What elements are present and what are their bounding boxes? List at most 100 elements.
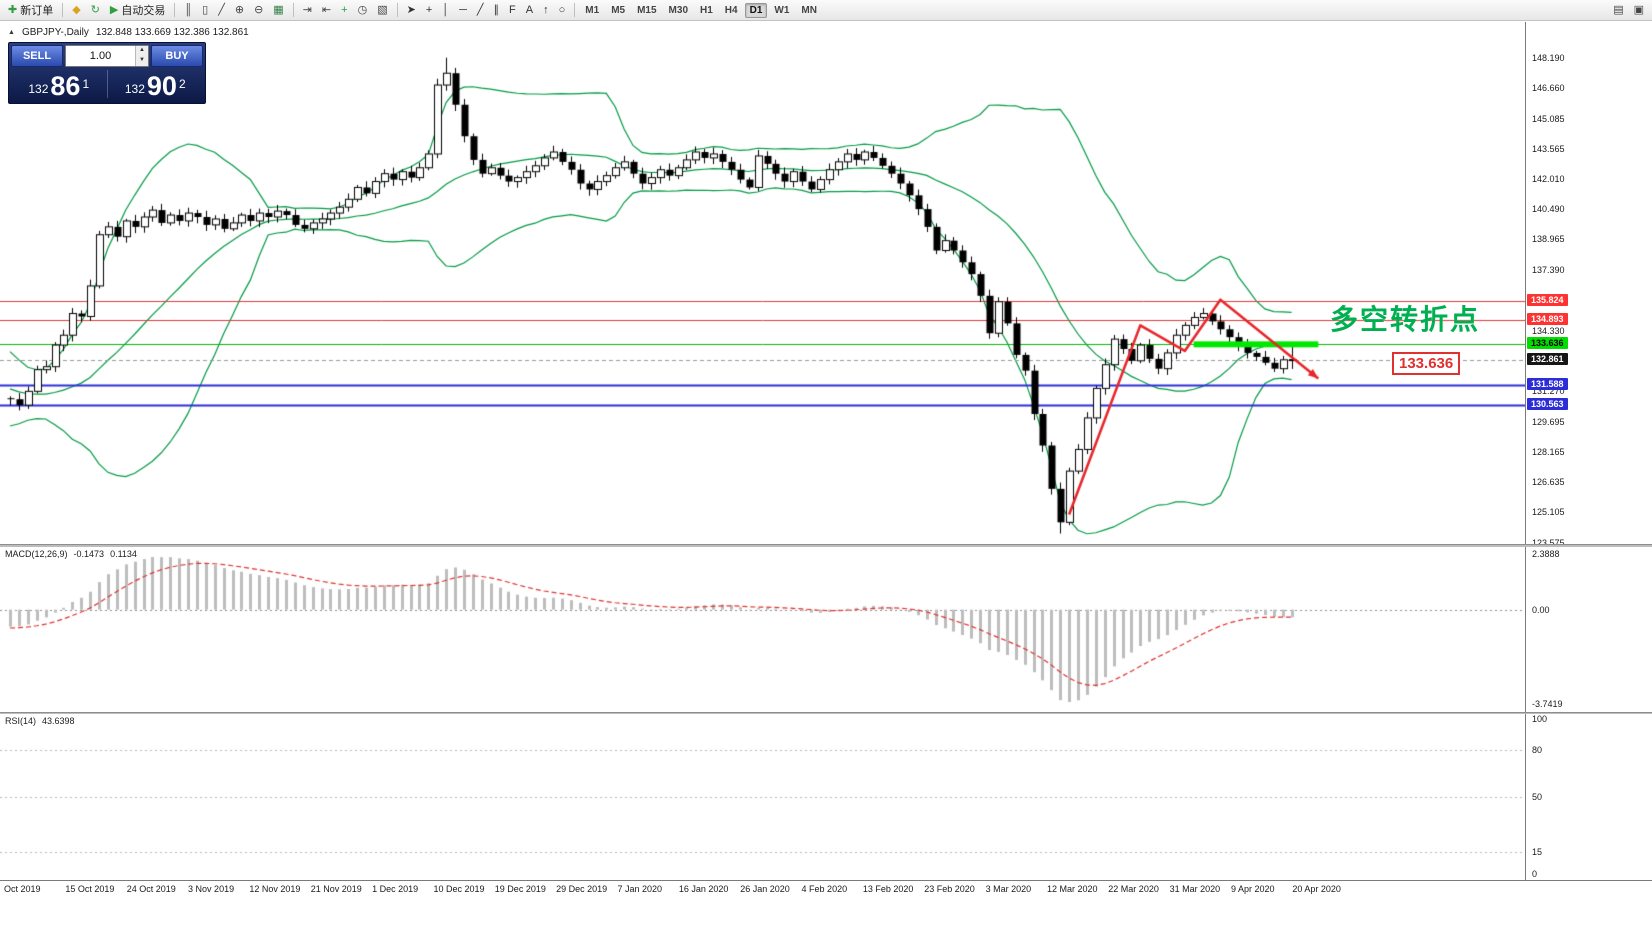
vertical-line-icon[interactable]: │ xyxy=(437,1,454,20)
shapes-icon[interactable]: ○ xyxy=(554,1,571,20)
auto-scroll-icon[interactable]: ⇥ xyxy=(298,1,317,20)
timeframe-h4[interactable]: H4 xyxy=(724,4,738,16)
autotrading-button-label: 自动交易 xyxy=(121,5,166,17)
rsi-axis-label: 100 xyxy=(1532,714,1548,724)
new-chart-icon[interactable]: ▤ xyxy=(1608,1,1628,20)
arrows-icon-glyph: ↑ xyxy=(543,3,549,16)
chart-list-icon[interactable]: ▣ xyxy=(1629,1,1649,20)
bid-big-digits: 86 xyxy=(50,71,81,101)
trendline-icon[interactable]: ╱ xyxy=(472,1,489,20)
refresh-icon[interactable]: ↻ xyxy=(86,1,105,20)
new-order-button[interactable]: ✚ 新订单 xyxy=(3,1,58,20)
horizontal-line-icon[interactable]: ─ xyxy=(454,1,472,20)
price-axis-label: 129.695 xyxy=(1532,416,1565,427)
price-axis-label: 128.165 xyxy=(1532,447,1565,458)
channel-icon-glyph: ∥ xyxy=(493,3,500,16)
line-chart-icon[interactable]: ╱ xyxy=(213,1,230,20)
profile-icon-glyph: ◆ xyxy=(72,3,81,16)
periods-icon[interactable]: ◷ xyxy=(353,1,373,20)
bars-chart-icon-glyph: ║ xyxy=(184,3,193,16)
date-label: 24 Oct 2019 xyxy=(126,884,176,894)
volume-up-icon[interactable]: ▲ xyxy=(136,46,148,56)
price-tag-red[interactable]: 135.824 xyxy=(1527,294,1568,307)
price-tag-red[interactable]: 134.893 xyxy=(1527,312,1568,325)
volume-down-icon[interactable]: ▼ xyxy=(136,56,148,66)
auto-scroll-icon-glyph: ⇥ xyxy=(302,3,312,16)
rsi-label: RSI(14) 43.6398 xyxy=(5,716,75,726)
chart-list-icon-glyph: ▣ xyxy=(1633,3,1644,16)
toolbar-separator xyxy=(62,3,64,17)
zoom-in-icon[interactable]: ⊕ xyxy=(230,1,249,20)
tile-windows-icon[interactable]: ▦ xyxy=(268,1,288,20)
rsi-canvas[interactable] xyxy=(0,714,1525,880)
price-axis-label: 134.330 xyxy=(1532,325,1565,336)
date-label: 15 Oct 2019 xyxy=(65,884,115,894)
price-axis-label: 125.105 xyxy=(1532,507,1565,518)
price-chart-canvas[interactable] xyxy=(0,22,1525,544)
toolbar-right-group: ▤ ▣ xyxy=(1608,1,1649,20)
date-label: 1 Dec 2019 xyxy=(372,884,419,894)
date-label: 16 Jan 2020 xyxy=(678,884,729,894)
candles-chart-icon[interactable]: ▯ xyxy=(197,1,213,20)
one-click-toggle-icon[interactable]: ▲ xyxy=(8,29,15,36)
chart-shift-icon[interactable]: ⇤ xyxy=(317,1,336,20)
text-icon[interactable]: A xyxy=(521,1,538,20)
bars-chart-icon[interactable]: ║ xyxy=(179,1,197,20)
price-tag-blue[interactable]: 130.563 xyxy=(1527,397,1568,410)
date-label: 22 Mar 2020 xyxy=(1108,884,1159,894)
timeframe-d1[interactable]: D1 xyxy=(744,2,768,18)
ask-pip-digit: 2 xyxy=(178,76,186,91)
fibonacci-icon-glyph: F xyxy=(509,3,516,16)
templates-icon[interactable]: ▧ xyxy=(372,1,392,20)
date-label: 7 Jan 2020 xyxy=(617,884,663,894)
rsi-axis-label: 50 xyxy=(1532,792,1543,802)
timeframe-m1[interactable]: M1 xyxy=(585,4,600,16)
new-order-glyph: ✚ xyxy=(8,3,18,16)
timeframe-mn[interactable]: MN xyxy=(801,4,817,16)
price-axis-label: 123.575 xyxy=(1532,537,1565,548)
price-axis-label: 140.490 xyxy=(1532,204,1565,215)
date-label: 29 Dec 2019 xyxy=(556,884,608,894)
bid-prefix: 132 xyxy=(28,82,49,96)
timeframe-m15[interactable]: M15 xyxy=(637,4,657,16)
crosshair-icon[interactable]: + xyxy=(421,1,437,20)
tile-windows-icon-glyph: ▦ xyxy=(273,3,284,16)
cursor-icon[interactable]: ➤ xyxy=(402,1,421,20)
fibonacci-icon[interactable]: F xyxy=(504,1,521,20)
macd-pane: MACD(12,26,9) -0.1473 0.1134 2.3888 0.00 -… xyxy=(0,547,1652,712)
timeframe-m5[interactable]: M5 xyxy=(611,4,626,16)
price-tag-green[interactable]: 133.636 xyxy=(1527,337,1568,350)
zoom-out-icon[interactable]: ⊖ xyxy=(249,1,268,20)
timeframe-w1[interactable]: W1 xyxy=(774,4,790,16)
refresh-icon-glyph: ↻ xyxy=(90,3,100,16)
price-callout-label[interactable]: 133.636 xyxy=(1392,352,1461,375)
macd-label: MACD(12,26,9) -0.1473 0.1134 xyxy=(5,549,137,559)
pane-separator[interactable] xyxy=(0,544,1652,547)
price-tag-current[interactable]: 132.861 xyxy=(1527,352,1568,365)
price-tag-blue[interactable]: 131.588 xyxy=(1527,377,1568,390)
channel-icon[interactable]: ∥ xyxy=(489,1,505,20)
indicators-icon-glyph: + xyxy=(341,3,348,16)
indicators-icon[interactable]: + xyxy=(336,1,352,20)
rsi-axis-label: 15 xyxy=(1532,847,1543,858)
sell-button[interactable]: SELL xyxy=(11,45,63,67)
timeframe-m30[interactable]: M30 xyxy=(668,4,688,16)
macd-signal-value: 0.1134 xyxy=(110,549,137,559)
autotrading-button[interactable]: ▶ 自动交易 xyxy=(105,1,170,20)
bid-price: 132 86 1 xyxy=(11,67,107,101)
chart-shift-icon-glyph: ⇤ xyxy=(321,3,332,16)
price-axis: 148.190 146.660 145.085 143.565 142.010 140.4… xyxy=(1525,22,1652,548)
volume-box: 1.00 ▲ ▼ xyxy=(65,45,149,67)
pane-separator[interactable] xyxy=(0,712,1652,714)
timeframe-h1[interactable]: H1 xyxy=(700,4,713,16)
symbol-title: GBPJPY-,Daily xyxy=(21,27,89,38)
rsi-pane: RSI(14) 43.6398 100 80 50 15 0 xyxy=(0,714,1652,880)
horizontal-line-icon-glyph: ─ xyxy=(459,3,467,16)
date-label: 23 Feb 2020 xyxy=(924,884,975,894)
arrows-icon[interactable]: ↑ xyxy=(538,1,554,20)
profile-icon[interactable]: ◆ xyxy=(67,1,85,20)
buy-button[interactable]: BUY xyxy=(151,45,203,67)
macd-canvas[interactable] xyxy=(0,547,1525,712)
volume-input[interactable]: 1.00 xyxy=(89,50,112,62)
date-label: 31 Mar 2020 xyxy=(1169,884,1221,894)
